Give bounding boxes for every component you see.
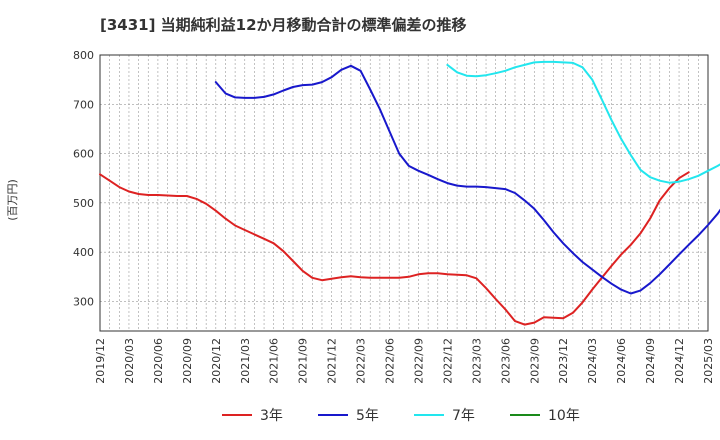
x-tick-label: 2021/03 — [239, 338, 252, 384]
series-line-2 — [446, 60, 720, 184]
x-tick-label: 2024/03 — [586, 338, 599, 384]
x-tick-label: 2020/06 — [152, 338, 165, 384]
series-line-0 — [99, 171, 690, 326]
grid-lines — [100, 55, 708, 331]
x-tick-label: 2024/09 — [644, 338, 657, 384]
x-tick-label: 2020/03 — [123, 338, 136, 384]
x-tick-label: 2024/12 — [673, 338, 686, 384]
series-lines — [99, 60, 720, 326]
x-axis-ticks: 2019/12 2020/03 2020/06 2020/09 2020/12 2021/… — [94, 338, 715, 384]
legend-label-3: 10年 — [548, 408, 580, 424]
legend-label-1: 5年 — [356, 408, 379, 424]
x-tick-label: 2023/12 — [557, 338, 570, 384]
y-tick-label: 600 — [73, 148, 94, 161]
x-tick-label: 2020/09 — [181, 338, 194, 384]
x-tick-label: 2022/12 — [441, 338, 454, 384]
x-tick-label: 2022/03 — [355, 338, 368, 384]
x-tick-label: 2023/06 — [499, 338, 512, 384]
x-tick-label: 2022/09 — [412, 338, 425, 384]
x-tick-label: 2023/03 — [470, 338, 483, 384]
y-tick-label: 500 — [73, 197, 94, 210]
legend-label-0: 3年 — [260, 408, 283, 424]
series-line-1 — [214, 64, 720, 295]
chart-title: [3431] 当期純利益12か月移動合計の標準偏差の推移 — [100, 16, 467, 34]
y-axis-label: (百万円) — [6, 179, 19, 221]
x-tick-label: 2022/06 — [384, 338, 397, 384]
x-tick-label: 2021/12 — [326, 338, 339, 384]
x-tick-label: 2021/09 — [297, 338, 310, 384]
y-axis-ticks: 300 400 500 600 700 800 — [73, 49, 94, 308]
x-tick-label: 2021/06 — [268, 338, 281, 384]
plot-area — [99, 54, 709, 332]
x-tick-label: 2020/12 — [210, 338, 223, 384]
y-tick-label: 700 — [73, 98, 94, 111]
x-tick-label: 2019/12 — [94, 338, 107, 384]
x-tick-label: 2023/09 — [528, 338, 541, 384]
y-tick-label: 800 — [73, 49, 94, 62]
legend: 3年 5年 7年 10年 — [222, 408, 580, 424]
y-tick-label: 400 — [73, 246, 94, 259]
x-tick-label: 2025/03 — [702, 338, 715, 384]
y-tick-label: 300 — [73, 295, 94, 308]
x-tick-label: 2024/06 — [615, 338, 628, 384]
legend-label-2: 7年 — [452, 408, 475, 424]
